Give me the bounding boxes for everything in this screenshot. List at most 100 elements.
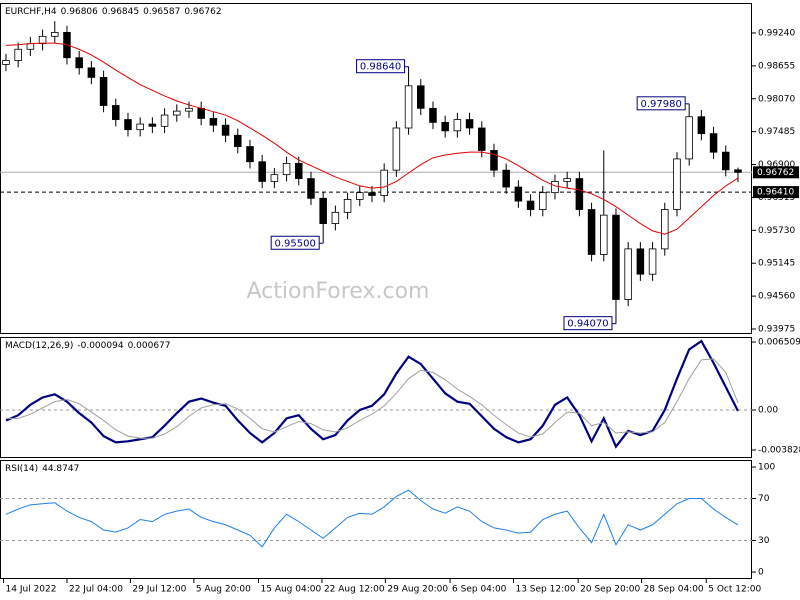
x-tick-label: 20 Sep 20:00 — [580, 585, 640, 595]
candle-body — [514, 186, 523, 202]
header-low: 0.96587 — [143, 7, 180, 17]
level-box — [753, 186, 799, 199]
last-price-label: 0.96762 — [757, 168, 794, 178]
candle-body — [51, 32, 59, 37]
panel-header: MACD(12,26,9) -0.000094 0.000677 — [5, 341, 171, 351]
candle-body — [636, 248, 645, 275]
candle-body — [429, 107, 437, 123]
candle-body — [197, 107, 205, 119]
candle-body — [87, 67, 96, 78]
candle-body — [600, 214, 608, 255]
candle-body — [404, 85, 413, 129]
header-open: 0.96806 — [61, 7, 98, 17]
x-tick-label: 14 Jul 2022 — [6, 585, 57, 595]
candle-body — [185, 107, 193, 112]
x-tick-label: 28 Sep 04:00 — [644, 585, 704, 595]
panel-frame — [0, 337, 752, 458]
candle-body — [673, 158, 681, 210]
level-label: 0.96410 — [757, 188, 794, 198]
candle-body — [612, 214, 620, 300]
y-tick-label: 0.98070 — [758, 94, 795, 104]
candle-body — [246, 146, 254, 163]
y-tick-label: 0.006509 — [758, 338, 800, 348]
candle-body — [575, 178, 584, 210]
annotation-label: 0.97980 — [640, 99, 681, 110]
indicator-line — [5, 42, 739, 235]
candle-body — [709, 133, 718, 153]
candle-body — [661, 209, 669, 250]
indicator-name: RSI(14) — [5, 464, 38, 474]
candle-body — [234, 134, 242, 147]
candle-body — [75, 57, 83, 69]
indicator-line — [5, 489, 739, 548]
x-tick-label: 29 Aug 20:00 — [387, 585, 448, 595]
y-tick-label: 0.96900 — [758, 160, 795, 170]
candle-body — [112, 105, 120, 120]
candle-body — [587, 209, 596, 255]
annotation-box — [270, 235, 320, 250]
indicator-line — [5, 339, 739, 449]
candle-body — [539, 192, 547, 210]
candle-body — [148, 123, 157, 127]
y-tick-label: 0.98655 — [758, 61, 795, 71]
x-tick-label: 13 Sep 12:00 — [515, 585, 575, 595]
y-tick-label: 30 — [758, 536, 770, 546]
x-tick-label: 6 Sep 04:00 — [452, 585, 507, 595]
candle-body — [478, 127, 486, 151]
annotation-box — [636, 96, 686, 111]
candle-body — [209, 118, 218, 126]
indicator-value: -0.000094 — [77, 341, 123, 351]
y-tick-label: 0.93975 — [758, 325, 795, 335]
candle-body — [356, 192, 364, 200]
candle-body — [453, 119, 462, 132]
x-tick-label: 5 Oct 12:00 — [708, 585, 761, 595]
x-tick-label: 5 Aug 20:00 — [196, 585, 251, 595]
candle-body — [551, 181, 559, 194]
candle-body — [282, 163, 291, 176]
panel-frame — [0, 3, 752, 334]
y-tick-label: 0.95730 — [758, 226, 795, 236]
annotation-label: 0.94070 — [567, 319, 608, 330]
x-tick-label: 22 Aug 12:00 — [324, 585, 385, 595]
candle-body — [685, 116, 693, 160]
candle-body — [160, 114, 169, 127]
candle-body — [124, 119, 132, 131]
candle-body — [380, 169, 388, 196]
last-price-box — [753, 166, 799, 179]
candle-body — [26, 43, 35, 50]
y-tick-label: 100 — [758, 463, 775, 473]
candle-body — [624, 248, 632, 300]
candle-body — [343, 199, 352, 213]
candle-body — [417, 85, 425, 109]
x-tick-label: 29 Jul 12:00 — [132, 585, 186, 595]
header-high: 0.96845 — [102, 7, 139, 17]
indicator-value: 0.000677 — [128, 341, 171, 351]
y-tick-label: -0.003828 — [758, 445, 800, 455]
y-tick-label: 0.95145 — [758, 259, 795, 269]
annotation-label: 0.95500 — [274, 238, 315, 249]
candle-body — [307, 178, 315, 199]
candle-body — [697, 116, 706, 135]
candle-body — [722, 151, 730, 171]
candle-body — [2, 60, 10, 65]
candle-body — [465, 119, 474, 129]
candle-body — [99, 76, 108, 106]
candle-body — [526, 200, 535, 210]
y-tick-label: 0.97485 — [758, 127, 795, 137]
candle-body — [270, 174, 279, 182]
candle-body — [734, 169, 742, 173]
y-tick-label: 0 — [758, 568, 764, 578]
candle-body — [392, 127, 401, 171]
candle-body — [648, 248, 657, 275]
indicator-line — [5, 358, 739, 439]
header-close: 0.96762 — [184, 7, 221, 17]
candle-body — [319, 197, 327, 224]
x-tick-label: 22 Jul 04:00 — [69, 585, 123, 595]
watermark: ActionForex.com — [247, 279, 430, 304]
y-tick-label: 0.94560 — [758, 292, 795, 302]
candle-body — [563, 178, 571, 182]
panel-header: RSI(14) 44.8747 — [5, 464, 79, 474]
y-tick-label: 0.99240 — [758, 28, 795, 38]
candle-body — [221, 124, 230, 136]
